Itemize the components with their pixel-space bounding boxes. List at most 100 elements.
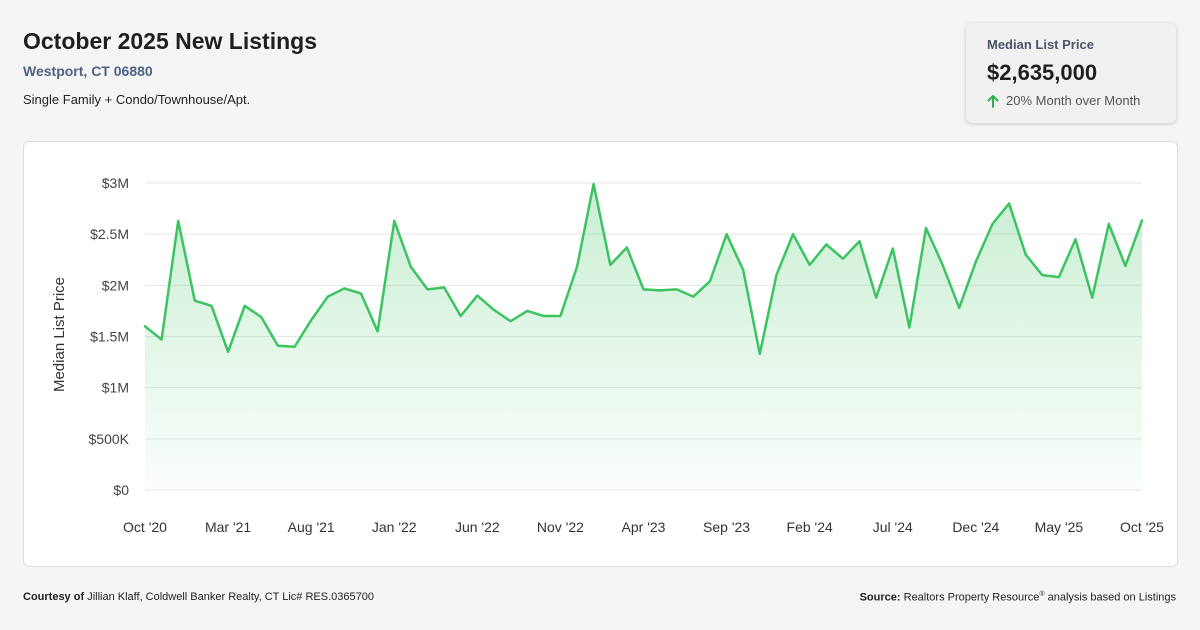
data-point: [525, 309, 529, 313]
courtesy-text: Jillian Klaff, Coldwell Banker Realty, C…: [87, 591, 374, 603]
series-area: [145, 184, 1142, 490]
data-point: [791, 232, 795, 236]
data-point: [1107, 222, 1111, 226]
data-point: [176, 219, 180, 223]
data-point: [858, 239, 862, 243]
page-title: October 2025 New Listings: [23, 28, 317, 54]
y-tick-label: $0: [113, 482, 129, 498]
data-point: [359, 292, 363, 296]
data-point: [941, 263, 945, 267]
location-subtitle: Westport, CT 06880: [23, 63, 153, 79]
data-point: [1007, 201, 1011, 205]
kpi-value: $2,635,000: [987, 60, 1098, 85]
data-point: [708, 279, 712, 283]
data-point: [608, 263, 612, 267]
property-type-label: Single Family + Condo/Townhouse/Apt.: [23, 92, 251, 107]
y-tick-label: $2.5M: [90, 226, 129, 242]
data-point: [442, 285, 446, 289]
data-point: [1123, 264, 1127, 268]
data-point: [1057, 275, 1061, 279]
x-tick-label: Jan '22: [372, 519, 417, 535]
source-label: Source:: [859, 591, 901, 604]
x-tick-label: Dec '24: [952, 519, 999, 535]
data-point: [459, 314, 463, 318]
y-tick-label: $3M: [102, 175, 129, 191]
data-point: [209, 304, 213, 308]
data-point: [492, 308, 496, 312]
data-point: [475, 294, 479, 298]
data-point: [924, 226, 928, 230]
data-point: [1024, 253, 1028, 257]
source-text-2: analysis based on Listings: [1044, 591, 1176, 604]
data-point: [642, 287, 646, 291]
data-point: [276, 344, 280, 348]
x-tick-label: Mar '21: [205, 519, 251, 535]
data-point: [293, 345, 297, 349]
data-point: [874, 296, 878, 300]
data-point: [143, 324, 147, 328]
data-point: [725, 232, 729, 236]
data-point: [808, 263, 812, 267]
data-point: [342, 286, 346, 290]
data-point: [575, 265, 579, 269]
x-tick-label: Oct '25: [1120, 519, 1164, 535]
x-tick-label: Oct '20: [123, 519, 167, 535]
x-tick-label: Nov '22: [537, 519, 584, 535]
median-list-price-chart: $0 $500K $1M $1.5M $2M $2.5M $3M Median List Pr…: [51, 175, 1164, 535]
source-text-1: Realtors Property Resource: [903, 591, 1040, 604]
data-point: [409, 265, 413, 269]
data-point: [392, 219, 396, 223]
chart-panel: $0 $500K $1M $1.5M $2M $2.5M $3M Median List Pr…: [23, 141, 1178, 567]
data-point: [160, 338, 164, 342]
y-axis-title: Median List Price: [51, 277, 68, 392]
data-point: [741, 268, 745, 272]
arrow-up-icon: [987, 94, 999, 108]
x-tick-label: Feb '24: [787, 519, 833, 535]
data-point: [957, 306, 961, 310]
y-tick-label: $2M: [102, 277, 129, 293]
data-point: [758, 352, 762, 356]
y-tick-label: $1M: [102, 380, 129, 396]
y-tick-label: $1.5M: [90, 329, 129, 345]
data-point: [1040, 273, 1044, 277]
data-point: [824, 242, 828, 246]
data-point: [625, 245, 629, 249]
kpi-change: 20% Month over Month: [987, 93, 1140, 108]
data-point: [309, 318, 313, 322]
x-tick-label: Jun '22: [455, 519, 500, 535]
data-point: [542, 314, 546, 318]
x-tick-label: Sep '23: [703, 519, 750, 535]
data-point: [425, 287, 429, 291]
data-point: [1074, 237, 1078, 241]
data-point: [675, 287, 679, 291]
data-point: [326, 295, 330, 299]
series-line: [143, 182, 1144, 356]
data-point: [226, 350, 230, 354]
data-point: [658, 288, 662, 292]
x-tick-label: Jul '24: [873, 519, 913, 535]
x-tick-label: May '25: [1035, 519, 1084, 535]
y-tick-label: $500K: [89, 431, 130, 447]
data-point: [376, 329, 380, 333]
data-point: [841, 257, 845, 261]
data-point: [974, 260, 978, 264]
data-point: [891, 246, 895, 250]
data-point: [1140, 218, 1144, 222]
kpi-label: Median List Price: [987, 37, 1094, 52]
courtesy-label: Courtesy of: [23, 591, 85, 603]
x-tick-label: Aug '21: [288, 519, 335, 535]
data-point: [1090, 296, 1094, 300]
data-point: [990, 222, 994, 226]
data-point: [259, 315, 263, 319]
data-point: [691, 295, 695, 299]
registered-mark: ®: [1039, 591, 1045, 598]
data-point: [243, 304, 247, 308]
data-point: [774, 273, 778, 277]
data-point: [509, 319, 513, 323]
footer-source: Source: Realtors Property Resource® anal…: [860, 591, 1176, 604]
kpi-change-text: 20% Month over Month: [1006, 93, 1141, 108]
footer-courtesy: Courtesy of Jillian Klaff, Coldwell Bank…: [23, 591, 374, 603]
data-point: [193, 299, 197, 303]
data-point: [558, 314, 562, 318]
data-point: [907, 325, 911, 329]
